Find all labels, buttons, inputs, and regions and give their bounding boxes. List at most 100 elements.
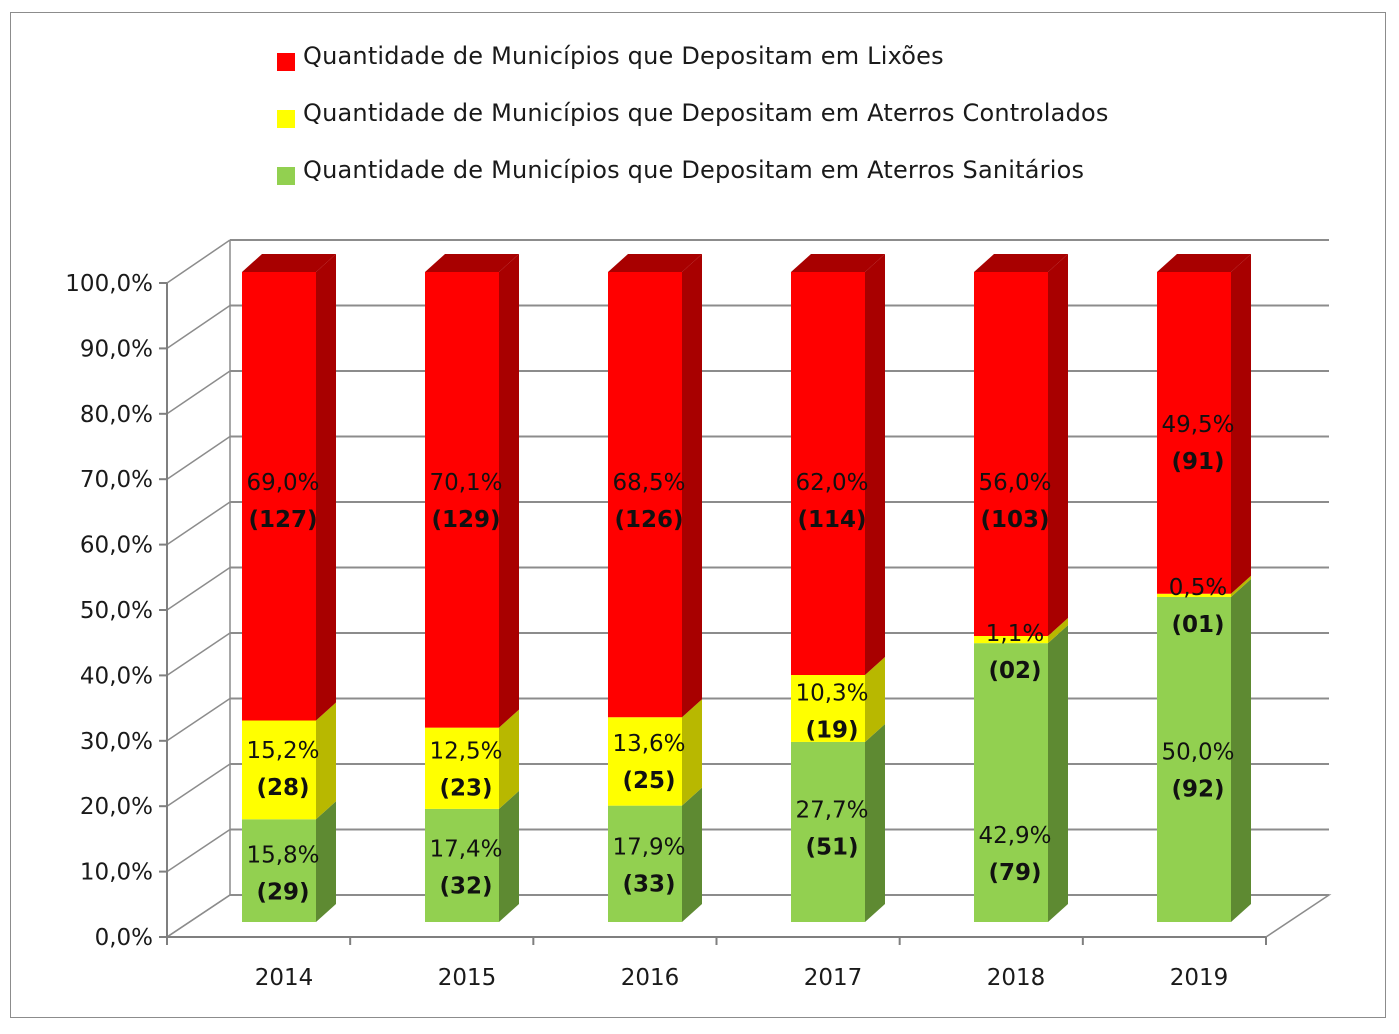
x-tick-label: 2017 bbox=[804, 965, 863, 991]
y-tick-label: 60,0% bbox=[80, 533, 153, 559]
bar-segment-front bbox=[974, 272, 1048, 636]
bar-segment-side bbox=[1048, 618, 1068, 644]
y-tick-label: 20,0% bbox=[80, 794, 153, 820]
bar-segment-side bbox=[1231, 579, 1251, 922]
y-tick-label: 100,0% bbox=[65, 271, 153, 297]
data-label-count: (129) bbox=[431, 507, 500, 533]
data-label-percent: 27,7% bbox=[795, 798, 868, 824]
bar-segment-side bbox=[682, 787, 702, 922]
y-tick-label: 70,0% bbox=[80, 467, 153, 493]
bar-top-face bbox=[242, 254, 336, 272]
bar-segment-side bbox=[316, 254, 336, 721]
side-wall-gridline bbox=[166, 828, 231, 873]
bar-segment-front bbox=[1157, 272, 1231, 594]
bar-segment-front bbox=[974, 636, 1048, 644]
data-label-count: (32) bbox=[439, 873, 492, 899]
bar-top-face bbox=[1157, 254, 1251, 272]
bar-segment-side bbox=[865, 254, 885, 675]
x-tick-label: 2018 bbox=[987, 965, 1046, 991]
x-tick-label: 2015 bbox=[438, 965, 497, 991]
floor-outline bbox=[166, 894, 1332, 938]
bar-segment-front bbox=[1157, 593, 1231, 597]
data-label-percent: 49,5% bbox=[1161, 412, 1234, 438]
bar-segment-front bbox=[791, 272, 865, 675]
legend-swatch-aterros-controlados bbox=[277, 110, 295, 128]
bar-segment-front bbox=[242, 272, 316, 721]
bar-segment-side bbox=[865, 723, 885, 922]
bar-top-face bbox=[974, 254, 1068, 272]
y-tick-label: 80,0% bbox=[80, 402, 153, 428]
side-wall-gridline bbox=[166, 435, 231, 480]
data-label-count: (91) bbox=[1171, 449, 1224, 475]
side-wall-gridline bbox=[166, 370, 231, 415]
bar-segment-side bbox=[316, 702, 336, 820]
data-label-count: (28) bbox=[256, 775, 309, 801]
bar-segment-side bbox=[1048, 254, 1068, 636]
data-label-percent: 10,3% bbox=[795, 680, 868, 706]
data-label-percent: 68,5% bbox=[612, 470, 685, 496]
legend-swatch-aterros-sanitarios bbox=[277, 167, 295, 185]
y-tick-label: 90,0% bbox=[80, 336, 153, 362]
bar-segment-front bbox=[791, 675, 865, 742]
x-tick-label: 2019 bbox=[1170, 965, 1229, 991]
data-label-count: (29) bbox=[256, 879, 309, 905]
data-label-count: (33) bbox=[622, 872, 675, 898]
side-wall-gridline bbox=[166, 501, 231, 546]
data-label-percent: 12,5% bbox=[429, 739, 502, 765]
y-tick-label: 50,0% bbox=[80, 598, 153, 624]
bar-segment-front bbox=[242, 720, 316, 820]
bar-top-face bbox=[791, 254, 885, 272]
y-tick-label: 40,0% bbox=[80, 663, 153, 689]
data-label-count: (19) bbox=[805, 717, 858, 743]
side-wall-gridline bbox=[166, 763, 231, 807]
legend-swatch-lixoes bbox=[277, 53, 295, 71]
bar-segment-side bbox=[499, 254, 519, 728]
bar-segment-front bbox=[608, 272, 682, 718]
data-label-percent: 50,0% bbox=[1161, 740, 1234, 766]
bar-segment-front bbox=[425, 727, 499, 809]
bar-segment-side bbox=[499, 709, 519, 809]
bar-segment-side bbox=[499, 790, 519, 922]
legend-label-aterros-sanitarios: Quantidade de Municípios que Depositam e… bbox=[303, 156, 1085, 184]
data-label-percent: 15,2% bbox=[246, 738, 319, 764]
y-tick-label: 0,0% bbox=[95, 925, 153, 951]
data-label-count: (103) bbox=[980, 507, 1049, 533]
bar-top-face bbox=[425, 254, 519, 272]
data-label-count: (01) bbox=[1171, 612, 1224, 638]
y-tick-label: 30,0% bbox=[80, 729, 153, 755]
side-wall-gridline bbox=[166, 697, 231, 742]
bar-segment-side bbox=[682, 699, 702, 806]
data-label-count: (92) bbox=[1171, 777, 1224, 803]
data-label-percent: 1,1% bbox=[986, 621, 1044, 647]
data-label-percent: 69,0% bbox=[246, 470, 319, 496]
data-label-count: (114) bbox=[797, 507, 866, 533]
bar-segment-front bbox=[425, 808, 499, 922]
bar-segment-front bbox=[242, 819, 316, 922]
data-label-percent: 17,4% bbox=[429, 836, 502, 862]
data-label-percent: 62,0% bbox=[795, 470, 868, 496]
data-label-count: (25) bbox=[622, 768, 675, 794]
bar-segment-front bbox=[608, 717, 682, 806]
data-label-percent: 0,5% bbox=[1169, 575, 1227, 601]
legend-label-lixoes: Quantidade de Municípios que Depositam e… bbox=[303, 42, 944, 70]
data-label-percent: 42,9% bbox=[978, 823, 1051, 849]
side-wall-gridline bbox=[166, 304, 231, 350]
data-label-count: (79) bbox=[988, 860, 1041, 886]
bar-segment-front bbox=[791, 741, 865, 922]
bar-segment-side bbox=[865, 657, 885, 742]
bar-segment-front bbox=[425, 272, 499, 728]
data-label-percent: 56,0% bbox=[978, 470, 1051, 496]
data-label-count: (127) bbox=[248, 507, 317, 533]
bar-segment-front bbox=[1157, 597, 1231, 922]
x-tick-label: 2014 bbox=[255, 965, 314, 991]
bar-segment-side bbox=[1048, 625, 1068, 922]
bar-segment-side bbox=[1231, 575, 1251, 597]
data-label-count: (23) bbox=[439, 776, 492, 802]
data-label-count: (51) bbox=[805, 835, 858, 861]
y-tick-label: 10,0% bbox=[80, 860, 153, 886]
side-wall-gridline bbox=[166, 239, 231, 284]
side-wall-gridline bbox=[166, 632, 231, 677]
side-wall-gridline bbox=[166, 566, 231, 611]
data-label-count: (02) bbox=[988, 658, 1041, 684]
